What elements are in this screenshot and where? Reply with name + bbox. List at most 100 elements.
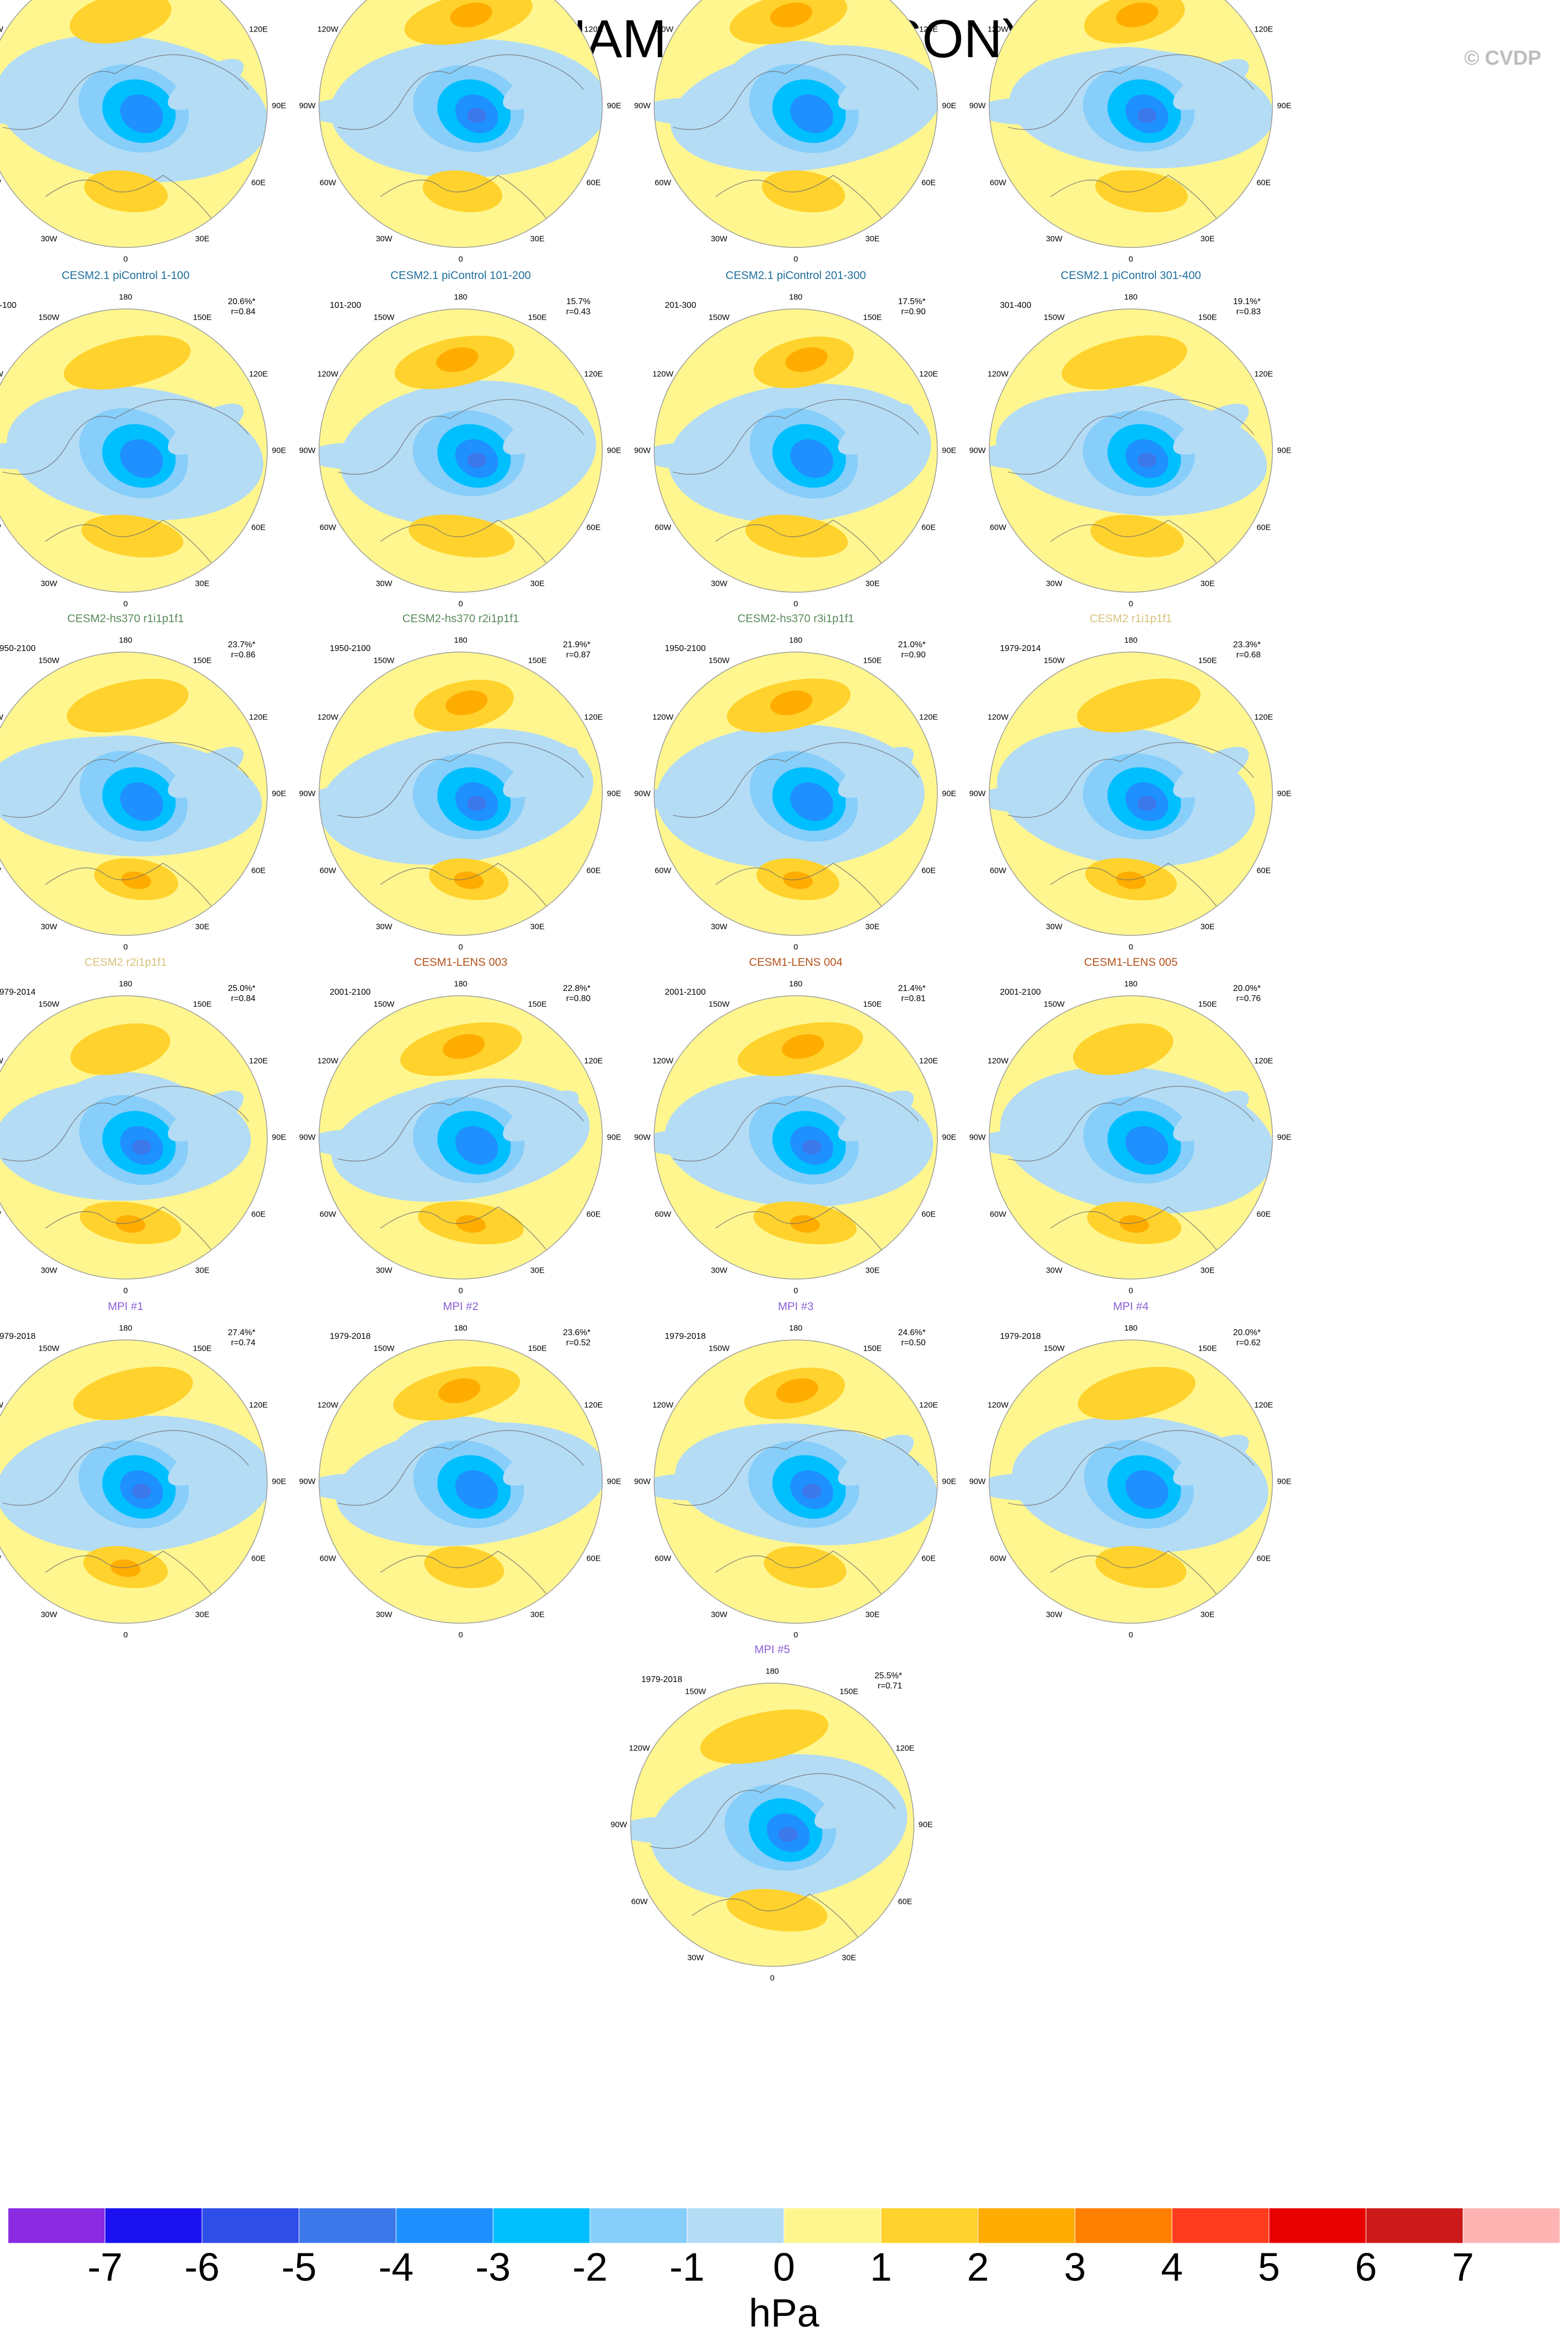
longitude-label: 90E xyxy=(607,446,622,455)
longitude-label: 150W xyxy=(373,999,395,1009)
map-panel: CESM2.1 piControl 101-200 101-200 15.7% r=0… xyxy=(292,269,629,611)
longitude-label: 30E xyxy=(530,1610,545,1619)
map-panel: CESM2-hs370 r2i1p1f1 1950-2100 21.9%* r=0.8… xyxy=(292,612,629,954)
polar-map xyxy=(0,308,268,593)
longitude-label: 90W xyxy=(634,789,651,799)
longitude-label: 0 xyxy=(458,599,463,609)
longitude-label: 150E xyxy=(1198,313,1217,322)
panel-period: 1979-2018 xyxy=(641,1675,682,1684)
longitude-label: 120W xyxy=(652,712,674,722)
longitude-label: 60W xyxy=(990,1210,1006,1219)
panel-title: MPI #1 xyxy=(107,1300,144,1313)
longitude-label: 120E xyxy=(919,1400,938,1409)
longitude-label: 120W xyxy=(987,369,1009,378)
panel-period: 1979-2014 xyxy=(1000,644,1041,653)
pattern-correlation: r=0.84 xyxy=(231,307,255,316)
longitude-label: 180 xyxy=(789,979,803,989)
longitude-label: 90W xyxy=(634,446,651,455)
longitude-label: 60E xyxy=(586,1554,601,1563)
colorbar-tick-label: 0 xyxy=(773,2245,795,2289)
longitude-label: 180 xyxy=(1124,636,1138,645)
longitude-label: 90E xyxy=(1277,1477,1292,1486)
longitude-label: 0 xyxy=(458,942,463,952)
panel-period: 1950-2100 xyxy=(330,644,371,653)
polar-map xyxy=(319,308,603,593)
longitude-label: 180 xyxy=(454,636,468,645)
panel-title: CESM2-hs370 r2i1p1f1 xyxy=(402,613,519,625)
longitude-label: 60W xyxy=(320,523,336,532)
pattern-correlation: r=0.90 xyxy=(901,650,926,660)
longitude-label: 30W xyxy=(711,234,727,244)
longitude-label: 120W xyxy=(987,1400,1009,1409)
panel-variance: 15.7% r=0.43 xyxy=(566,297,591,317)
longitude-label: 30E xyxy=(865,1610,880,1619)
longitude-label: 30W xyxy=(41,234,57,244)
colorbar-swatch xyxy=(977,2208,1075,2243)
colorbar-swatch xyxy=(395,2208,493,2243)
longitude-label: 150E xyxy=(863,656,882,665)
panel-title: CESM1-LENS 003 xyxy=(414,956,508,968)
longitude-label: 30W xyxy=(376,579,392,588)
longitude-label: 120W xyxy=(317,369,339,378)
colorbar-swatch xyxy=(1075,2208,1173,2243)
longitude-label: 150W xyxy=(1043,313,1065,322)
longitude-label: 60W xyxy=(655,1210,671,1219)
longitude-label: 60E xyxy=(1256,1210,1271,1219)
longitude-label: 150E xyxy=(863,1344,882,1353)
longitude-label: 120W xyxy=(987,1056,1009,1065)
longitude-label: 150W xyxy=(38,656,60,665)
longitude-label: 0 xyxy=(793,599,798,609)
longitude-label: 30E xyxy=(530,1266,545,1275)
pattern-correlation: r=0.43 xyxy=(566,307,591,316)
longitude-label: 150E xyxy=(527,999,547,1009)
pattern-correlation: r=0.76 xyxy=(1236,994,1261,1003)
longitude-label: 120E xyxy=(1254,369,1274,378)
longitude-label: 120E xyxy=(584,369,603,378)
pattern-correlation: r=0.86 xyxy=(231,650,255,660)
longitude-label: 60W xyxy=(0,1554,1,1563)
pattern-correlation: r=0.83 xyxy=(1236,307,1261,316)
longitude-label: 30E xyxy=(195,1610,209,1619)
longitude-label: 90W xyxy=(299,789,316,799)
longitude-label: 180 xyxy=(1124,1323,1138,1333)
polar-map xyxy=(319,0,603,248)
panel-variance: 20.6%* r=0.84 xyxy=(228,297,255,317)
colorbar-tick-label: 5 xyxy=(1257,2245,1280,2289)
panel-variance: 21.0%* r=0.90 xyxy=(898,640,926,660)
colorbar-tick-label: -4 xyxy=(378,2245,414,2289)
pattern-correlation: r=0.68 xyxy=(1236,650,1261,660)
longitude-label: 60W xyxy=(0,523,1,532)
panel-period: 1950-2100 xyxy=(0,644,36,653)
longitude-label: 150W xyxy=(38,1344,60,1353)
colorbar-swatch xyxy=(1269,2208,1367,2243)
variance-explained: 25.0%* xyxy=(228,984,255,993)
longitude-label: 120E xyxy=(249,1400,268,1409)
longitude-label: 180 xyxy=(1124,292,1138,302)
polar-map xyxy=(989,0,1273,248)
panel-period: 1979-2018 xyxy=(1000,1332,1041,1341)
panel-variance: 20.0%* r=0.62 xyxy=(1233,1328,1261,1348)
longitude-label: 30E xyxy=(195,579,209,588)
longitude-label: 150E xyxy=(527,656,547,665)
longitude-label: 150W xyxy=(38,999,60,1009)
colorbar-tick-label: -7 xyxy=(87,2245,123,2289)
colorbar-swatch xyxy=(687,2208,785,2243)
pattern-correlation: r=0.62 xyxy=(1236,1338,1261,1347)
longitude-label: 90E xyxy=(942,446,957,455)
pattern-correlation: r=0.52 xyxy=(566,1338,591,1347)
longitude-label: 120E xyxy=(249,369,268,378)
longitude-label: 60W xyxy=(0,866,1,875)
longitude-label: 0 xyxy=(793,254,798,264)
longitude-label: 90W xyxy=(299,1477,316,1486)
longitude-label: 90W xyxy=(634,101,651,111)
panel-title: CESM2 r2i1p1f1 xyxy=(84,956,167,968)
map-panel: CESM1-LENS 005 2001-2100 20.0%* r=0.76 180 15… xyxy=(962,956,1299,1298)
longitude-label: 120W xyxy=(0,1056,3,1065)
colorbar-tick-label: -2 xyxy=(572,2245,608,2289)
variance-explained: 23.3%* xyxy=(1233,640,1261,649)
polar-map xyxy=(319,995,603,1280)
longitude-label: 120W xyxy=(652,1400,674,1409)
panel-period: 1979-2018 xyxy=(0,1332,36,1341)
variance-explained: 21.0%* xyxy=(898,640,926,649)
longitude-label: 120W xyxy=(652,25,674,34)
